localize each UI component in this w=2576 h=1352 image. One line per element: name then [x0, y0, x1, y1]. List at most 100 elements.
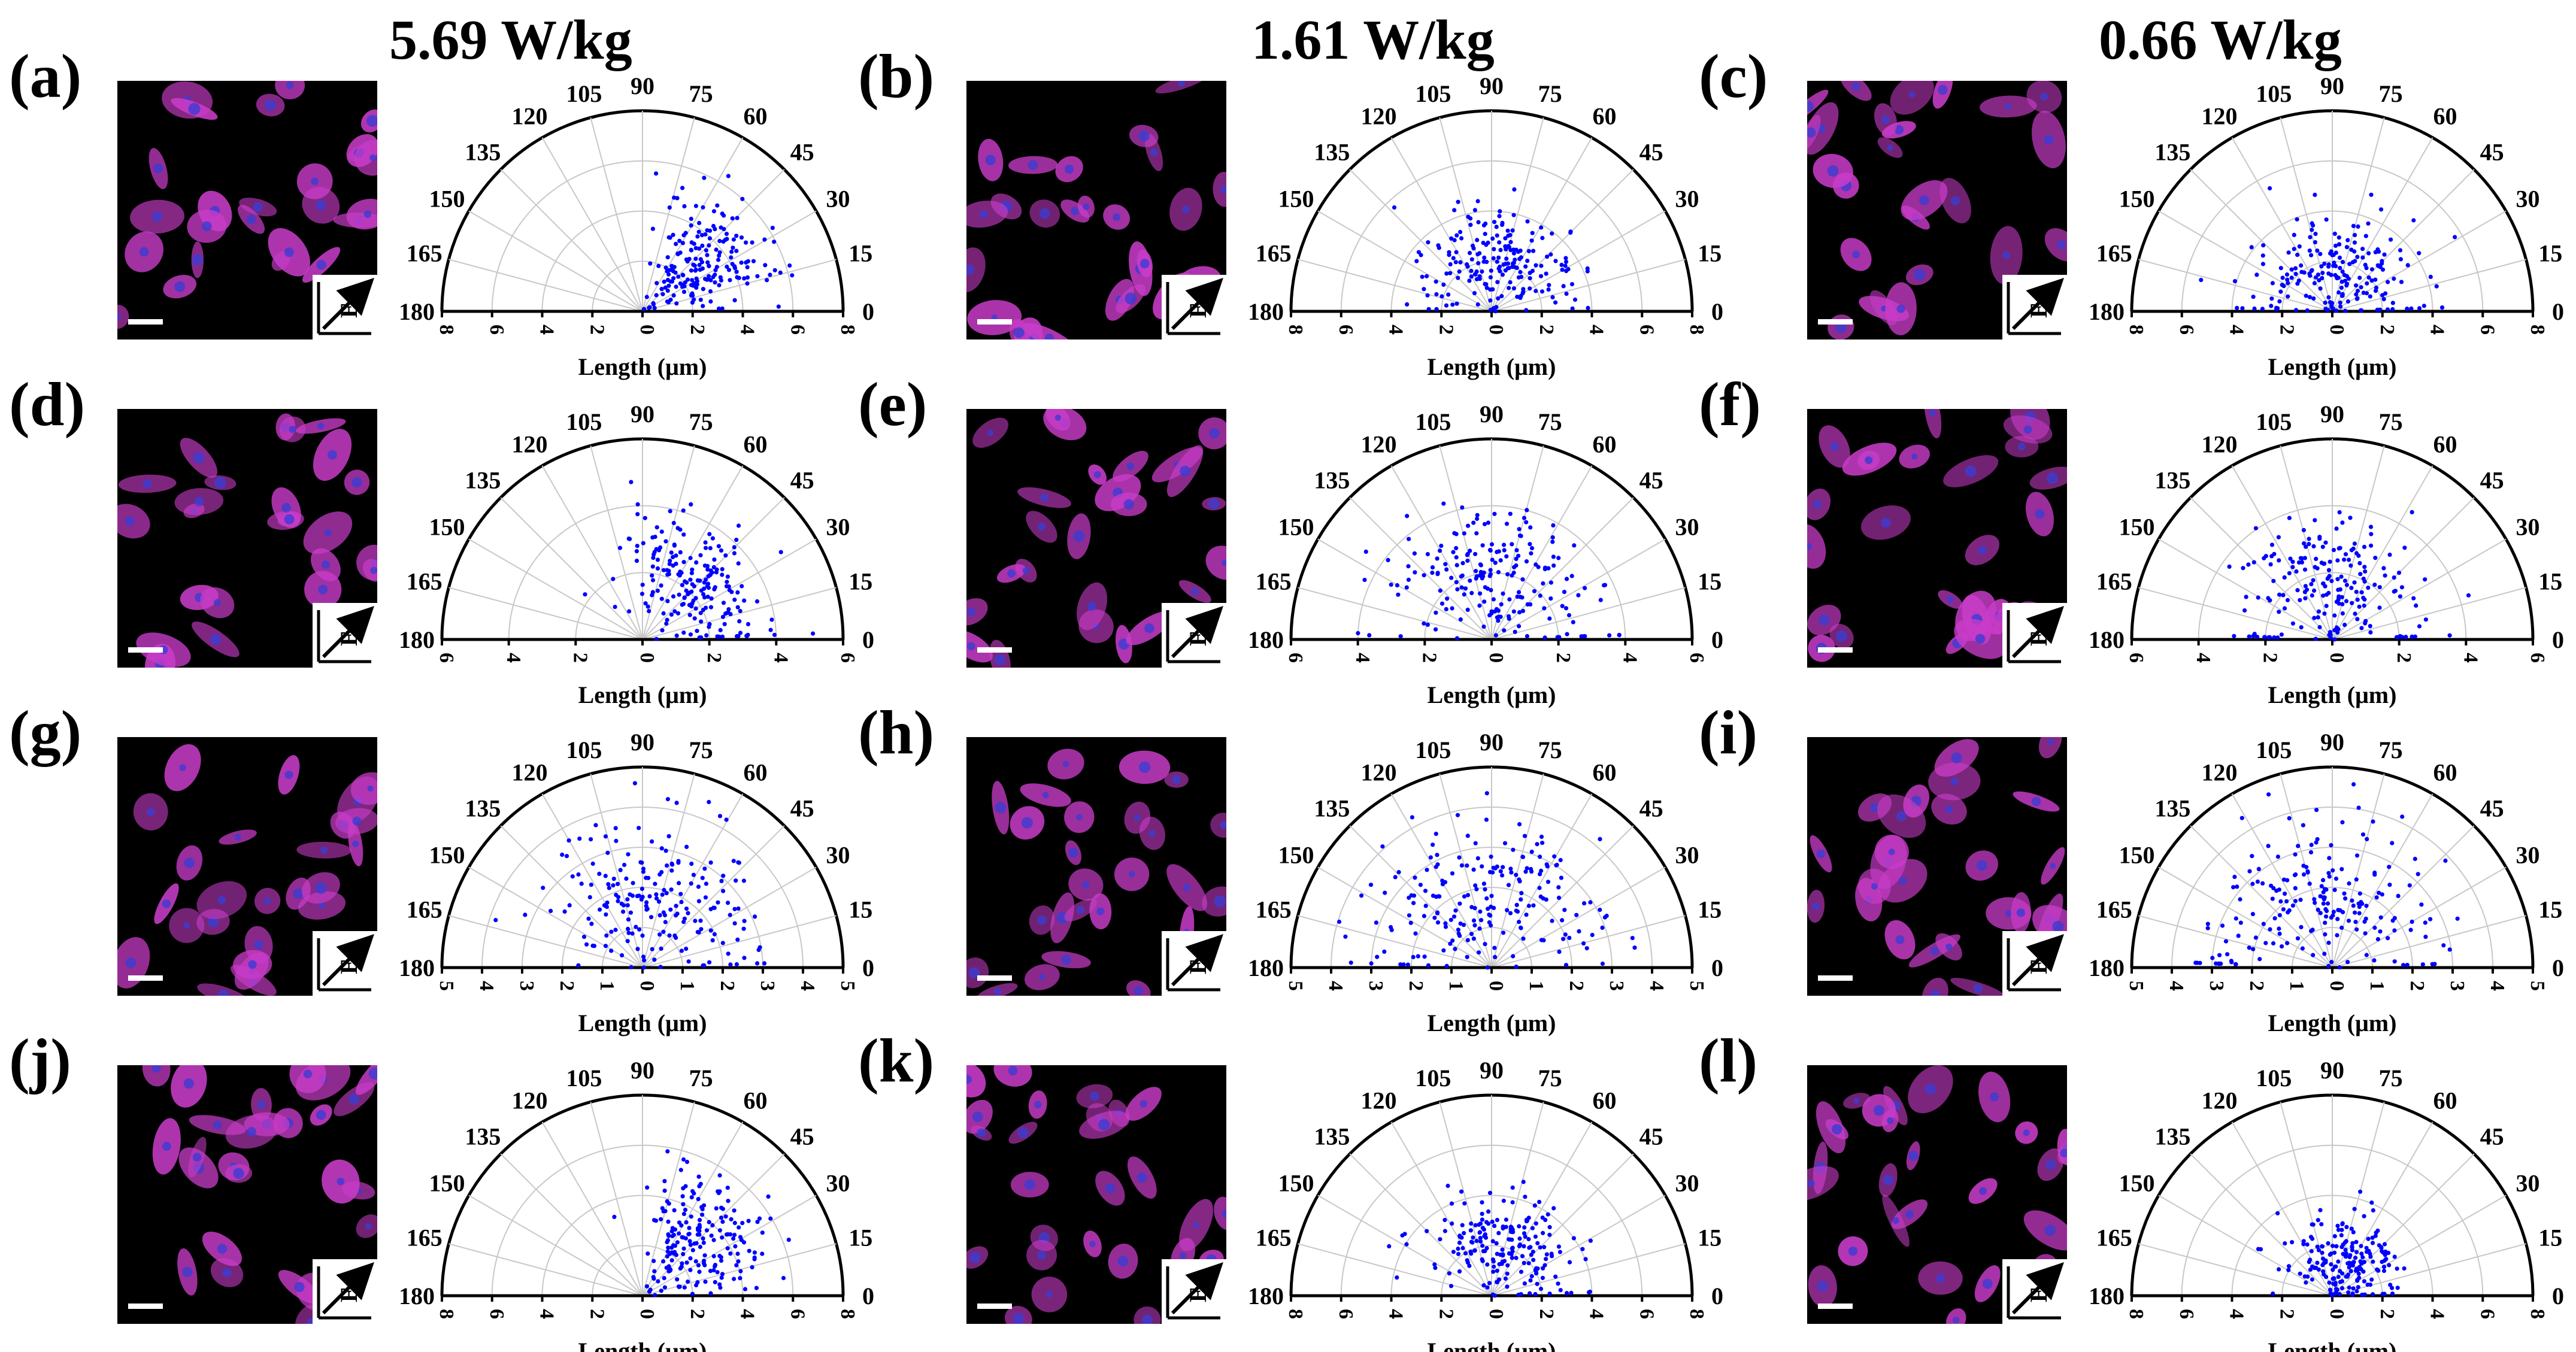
- x-axis-label: Length (μm): [578, 1010, 707, 1036]
- data-point: [1585, 269, 1590, 274]
- nucleus: [316, 1110, 326, 1120]
- data-point: [641, 869, 645, 874]
- polar-spoke: [2138, 915, 2333, 968]
- data-point: [632, 781, 637, 786]
- fluorescence-micrograph: E: [966, 737, 1226, 996]
- data-point: [2351, 223, 2356, 228]
- data-point: [612, 1214, 617, 1219]
- data-point: [1534, 562, 1538, 567]
- x-tick-label: 8: [2526, 1309, 2548, 1319]
- data-point: [1500, 873, 1505, 878]
- data-point: [1504, 256, 1509, 261]
- angle-tick-label: 60: [2433, 1087, 2457, 1114]
- data-point: [811, 631, 816, 636]
- data-point: [1541, 1266, 1545, 1271]
- data-point: [726, 951, 731, 956]
- data-point: [2396, 571, 2402, 575]
- data-point: [665, 1149, 670, 1154]
- polar-spoke: [2332, 137, 2433, 312]
- angle-tick-label: 120: [2202, 103, 2238, 130]
- data-point: [1472, 1248, 1477, 1253]
- data-point: [2277, 592, 2282, 597]
- data-point: [2304, 544, 2308, 549]
- data-point: [1504, 247, 1508, 251]
- data-point: [2328, 1287, 2333, 1292]
- data-point: [661, 910, 666, 915]
- data-point: [1533, 1234, 1538, 1239]
- data-point: [738, 1276, 743, 1281]
- data-point: [2411, 596, 2416, 601]
- angle-tick-label: 75: [1538, 1065, 1562, 1092]
- data-point: [1426, 240, 1431, 245]
- data-point: [664, 891, 669, 896]
- data-point: [1491, 1269, 1496, 1274]
- data-point: [1556, 1281, 1560, 1286]
- polar-spoke: [642, 866, 817, 968]
- angle-tick-label: 180: [2089, 626, 2125, 653]
- x-tick-label: 3: [756, 981, 778, 991]
- data-point: [2359, 626, 2364, 630]
- data-point: [2329, 249, 2333, 254]
- data-point: [701, 963, 705, 968]
- data-point: [760, 1230, 765, 1235]
- data-point: [641, 954, 646, 959]
- data-point: [1426, 307, 1431, 311]
- data-point: [711, 1268, 716, 1273]
- data-point: [1468, 548, 1472, 553]
- nucleus: [263, 897, 271, 905]
- data-point: [1522, 1231, 1527, 1236]
- data-point: [1405, 962, 1410, 967]
- data-point: [1456, 199, 1460, 204]
- data-point: [1562, 908, 1567, 913]
- data-point: [2252, 306, 2257, 311]
- data-point: [702, 1259, 707, 1263]
- data-point: [1434, 307, 1439, 311]
- data-point: [2262, 556, 2266, 560]
- fluorescence-micrograph: E: [117, 737, 377, 996]
- angle-tick-label: 90: [1480, 1057, 1504, 1084]
- x-tick-label: 2: [1405, 981, 1427, 991]
- data-point: [2322, 611, 2327, 616]
- data-point: [2261, 243, 2266, 248]
- angle-tick-label: 45: [1639, 1123, 1663, 1150]
- data-point: [2350, 601, 2354, 605]
- data-point: [2355, 1278, 2360, 1283]
- data-point: [2392, 575, 2396, 580]
- data-point: [2348, 563, 2353, 568]
- data-point: [2344, 599, 2349, 604]
- data-point: [696, 899, 701, 904]
- data-point: [669, 1245, 674, 1250]
- nucleus: [1946, 596, 1954, 604]
- x-tick-label: 2: [1435, 1309, 1457, 1319]
- data-point: [676, 859, 681, 863]
- data-point: [2329, 303, 2334, 308]
- data-point: [2390, 307, 2395, 312]
- nucleus: [1887, 1117, 1894, 1124]
- data-point: [778, 270, 783, 275]
- data-point: [1567, 1260, 1572, 1265]
- data-point: [1475, 516, 1480, 521]
- data-point: [2277, 913, 2282, 918]
- data-point: [706, 586, 711, 590]
- data-point: [2293, 852, 2298, 857]
- data-point: [1442, 1217, 1447, 1223]
- data-point: [2319, 884, 2324, 889]
- data-point: [1505, 228, 1510, 233]
- data-point: [711, 1254, 716, 1259]
- data-point: [1580, 1247, 1585, 1251]
- data-point: [2290, 559, 2295, 564]
- data-point: [2302, 270, 2307, 275]
- data-point: [2355, 254, 2360, 259]
- data-point: [1495, 1251, 1499, 1256]
- data-point: [2327, 856, 2332, 860]
- data-point: [663, 848, 668, 853]
- data-point: [736, 561, 741, 566]
- data-point: [1465, 262, 1469, 267]
- data-point: [737, 619, 742, 624]
- data-point: [2296, 844, 2301, 848]
- nucleus: [1179, 1252, 1187, 1260]
- data-point: [1440, 882, 1445, 887]
- data-point: [1407, 536, 1411, 541]
- column-header: 5.69 W/kg: [389, 9, 632, 71]
